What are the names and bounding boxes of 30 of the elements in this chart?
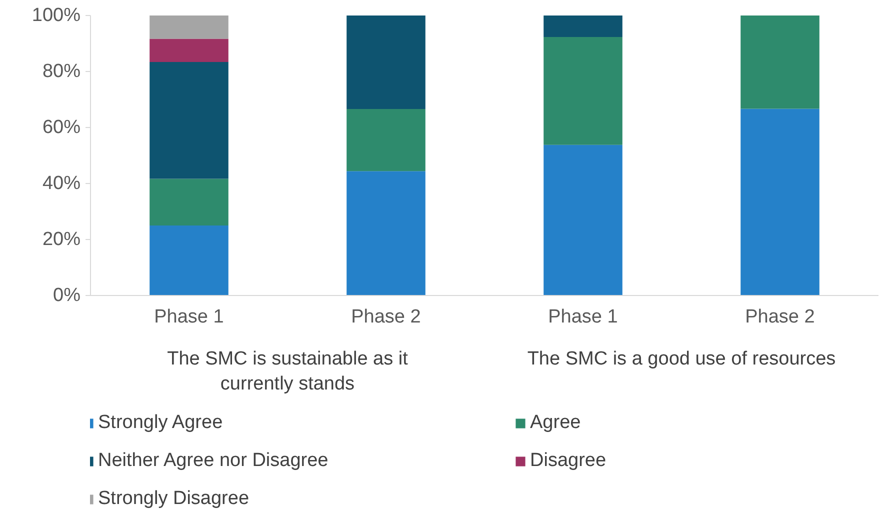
- legend-label: Disagree: [530, 450, 608, 472]
- y-tick-label: 80%: [42, 61, 81, 82]
- bar: [346, 109, 426, 172]
- text: The SMC is a good use of resources: [527, 348, 836, 370]
- bar: [346, 171, 426, 296]
- x-tick-label: Phase 2: [351, 306, 421, 328]
- legend-label: Neither Agree nor Disagree: [98, 450, 330, 472]
- x-tick-label: Phase 1: [548, 306, 618, 328]
- bar: [150, 226, 228, 296]
- legend-label: Strongly Disagree: [98, 488, 250, 510]
- bar: [150, 16, 228, 39]
- bar: [150, 38, 228, 62]
- legend-label: Agree: [530, 412, 582, 434]
- bar: [150, 62, 228, 179]
- y-tick-label: 60%: [42, 117, 81, 138]
- x-tick-label: Phase 2: [745, 306, 815, 328]
- bar: [544, 16, 622, 38]
- x-tick-label: Phase 1: [154, 306, 224, 328]
- bar: [544, 144, 622, 296]
- y-tick-label: 100%: [32, 5, 81, 26]
- bar: [544, 37, 622, 145]
- y-tick-label: 20%: [42, 229, 81, 250]
- y-tick-label: 40%: [42, 173, 81, 194]
- bar: [150, 178, 228, 226]
- text: The SMC is sustainable as it currently stands: [167, 348, 409, 395]
- bar: [740, 108, 820, 296]
- y-tick-label: 0%: [53, 285, 81, 306]
- bar: [740, 16, 820, 109]
- bar: [346, 16, 426, 110]
- legend-label: Strongly Agree: [98, 412, 224, 434]
